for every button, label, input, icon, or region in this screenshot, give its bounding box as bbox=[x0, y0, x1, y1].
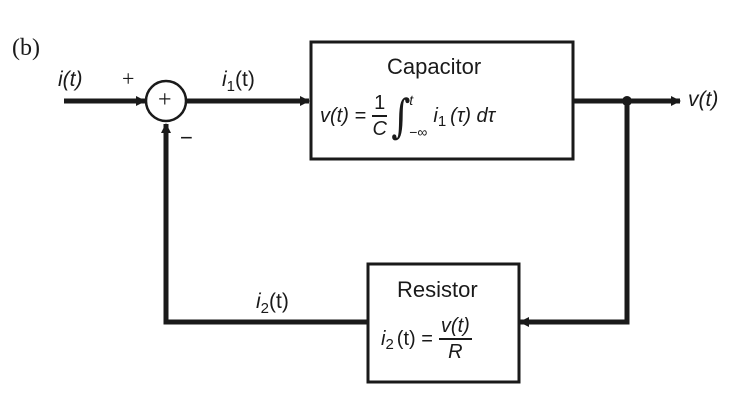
integral-lower-limit: −∞ bbox=[409, 124, 428, 140]
capacitor-frac-den: C bbox=[372, 118, 387, 140]
junction-center-plus: + bbox=[158, 87, 172, 113]
i2-signal-label: i2(t) bbox=[256, 290, 289, 316]
resistor-title: Resistor bbox=[397, 277, 478, 302]
resistor-frac-den: R bbox=[448, 341, 463, 363]
output-signal-label: v(t) bbox=[688, 88, 719, 111]
junction-minus-sign: − bbox=[180, 125, 193, 150]
resistor-box bbox=[366, 262, 521, 384]
capacitor-box bbox=[309, 40, 575, 161]
integral-upper-limit: t bbox=[409, 92, 414, 108]
resistor-lhs-rest: (t) = bbox=[396, 328, 433, 350]
integrand-rest: (τ) dτ bbox=[450, 105, 496, 127]
resistor-frac-num: v(t) bbox=[438, 316, 472, 340]
resistor-fraction: v(t) R bbox=[438, 316, 472, 363]
resistor-lhs-base: i bbox=[381, 328, 386, 350]
panel-label: (b) bbox=[12, 35, 40, 61]
i1-signal-label: i1(t) bbox=[222, 68, 255, 94]
i2-arg: (t) bbox=[269, 290, 289, 313]
feedback-to-resistor bbox=[519, 101, 630, 327]
i1-base: i bbox=[222, 68, 227, 91]
feedback-to-junction bbox=[161, 123, 368, 325]
capacitor-title: Capacitor bbox=[387, 54, 482, 79]
resistor-equation: i 2 (t) = v(t) R bbox=[381, 311, 474, 367]
integral-sign: ∫ bbox=[391, 89, 411, 143]
junction-plus-sign: + bbox=[122, 66, 135, 91]
integrand-sub: 1 bbox=[437, 112, 447, 130]
capacitor-equation: v(t) = 1 C ∫ t −∞ i 1 (τ) dτ bbox=[320, 88, 495, 144]
resistor-lhs-sub: 2 bbox=[385, 335, 394, 353]
input-signal-label: i(t) bbox=[58, 68, 83, 91]
capacitor-fraction: 1 C bbox=[372, 93, 388, 140]
i2-base: i bbox=[256, 290, 261, 313]
capacitor-frac-num: 1 bbox=[372, 93, 388, 117]
i1-arg: (t) bbox=[235, 68, 255, 91]
capacitor-lhs: v(t) = bbox=[320, 105, 367, 127]
i1-sub: 1 bbox=[226, 78, 236, 95]
integral-limits: t −∞ bbox=[409, 93, 427, 139]
i2-sub: 2 bbox=[260, 300, 270, 317]
integrand-base: i bbox=[433, 105, 438, 127]
